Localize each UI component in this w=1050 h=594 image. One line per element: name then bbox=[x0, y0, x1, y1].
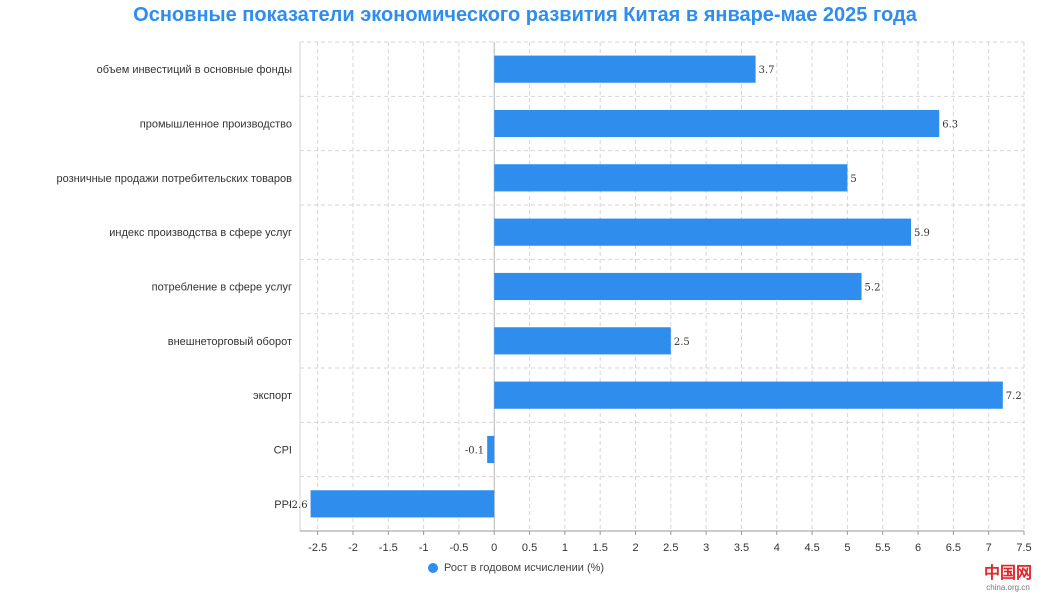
category-label: PPI bbox=[274, 499, 292, 511]
x-tick-label: 0.5 bbox=[522, 542, 537, 554]
x-tick-label: 6 bbox=[915, 542, 921, 554]
x-tick-label: 2 bbox=[632, 542, 638, 554]
china-org-logo: 中国网 china.org.cn bbox=[984, 563, 1032, 592]
x-tick-label: 6.5 bbox=[946, 542, 961, 554]
x-tick-label: -0.5 bbox=[449, 542, 468, 554]
data-label: 3.7 bbox=[759, 65, 775, 76]
x-tick-label: 5 bbox=[844, 542, 850, 554]
category-label: CPI bbox=[274, 445, 292, 457]
data-label: 5 bbox=[850, 174, 856, 185]
category-label: внешнеторговый оборот bbox=[168, 336, 292, 348]
data-label: 5.9 bbox=[914, 228, 930, 239]
legend-marker bbox=[428, 563, 438, 573]
bar bbox=[310, 490, 495, 518]
category-label: индекс производства в сфере услуг bbox=[109, 227, 292, 239]
data-label: 7.2 bbox=[1006, 391, 1022, 402]
logo-main-text: 中国网 bbox=[984, 563, 1032, 582]
chart-title: Основные показатели экономического разви… bbox=[133, 4, 917, 26]
bar bbox=[494, 381, 1003, 409]
data-label: 2.5 bbox=[674, 337, 690, 348]
bar bbox=[494, 272, 862, 301]
category-label: потребление в сфере услуг bbox=[152, 282, 292, 294]
category-label: промышленное производство bbox=[140, 119, 292, 131]
x-tick-label: 1.5 bbox=[593, 542, 608, 554]
data-label: 5.2 bbox=[865, 283, 881, 294]
data-label: -2.6 bbox=[288, 500, 307, 511]
category-labels: объем инвестиций в основные фонды промышл… bbox=[56, 64, 292, 511]
category-label: розничные продажи потребительских товаро… bbox=[56, 173, 292, 185]
x-tick-label: 5.5 bbox=[875, 542, 890, 554]
x-tick-label: 4.5 bbox=[804, 542, 819, 554]
bar bbox=[494, 55, 756, 83]
x-axis: -2.5 -2 -1.5 -1 -0.5 0 0.5 1 1.5 2 2.5 3 3.5 4 4.5 5 5.5… bbox=[300, 530, 1032, 554]
x-tick-label: 1 bbox=[562, 542, 568, 554]
x-tick-label: -2.5 bbox=[308, 542, 327, 554]
bars bbox=[310, 55, 1003, 518]
x-tick-label: -1.5 bbox=[379, 542, 398, 554]
data-label: -0.1 bbox=[465, 446, 484, 457]
category-label: объем инвестиций в основные фонды bbox=[97, 64, 292, 76]
x-tick-label: 4 bbox=[774, 542, 780, 554]
bar bbox=[494, 109, 940, 138]
bar bbox=[494, 327, 671, 355]
bar bbox=[494, 218, 911, 246]
x-tick-label: -1 bbox=[419, 542, 429, 554]
category-label: экспорт bbox=[253, 390, 292, 402]
x-tick-label: 7.5 bbox=[1016, 542, 1031, 554]
legend[interactable]: Рост в годовом исчислении (%) bbox=[428, 562, 604, 574]
x-tick-label: 0 bbox=[491, 542, 497, 554]
x-tick-label: -2 bbox=[348, 542, 358, 554]
logo-sub-text: china.org.cn bbox=[986, 583, 1030, 592]
x-tick-label: 3.5 bbox=[734, 542, 749, 554]
value-labels: 3.7 6.3 5 5.9 5.2 2.5 7.2 -0.1 -2.6 bbox=[288, 65, 1021, 511]
x-tick-label: 7 bbox=[986, 542, 992, 554]
x-tick-label: 3 bbox=[703, 542, 709, 554]
x-tick-label: 2.5 bbox=[663, 542, 678, 554]
bar bbox=[494, 164, 848, 192]
legend-label: Рост в годовом исчислении (%) bbox=[444, 562, 605, 574]
bar bbox=[487, 435, 495, 464]
data-label: 6.3 bbox=[942, 120, 958, 131]
